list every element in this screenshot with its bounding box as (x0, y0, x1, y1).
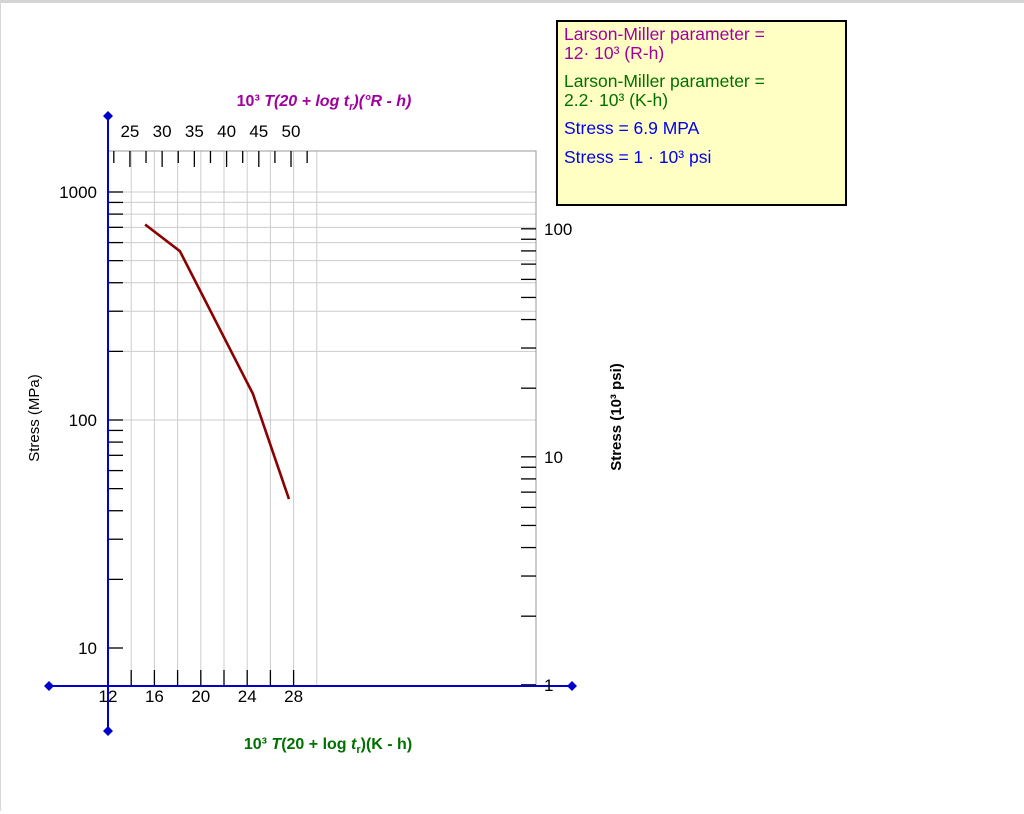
axis-handle-top-icon (103, 111, 113, 121)
x-axis-title-top: 10³ T(20 + log tr)(°R - h) (237, 93, 412, 113)
info-panel: Larson-Miller parameter = 12· 10³ (R-h) … (556, 20, 847, 206)
y-axis-title-right: Stress (10³ psi) (608, 363, 625, 471)
x-bottom-tick-label: 16 (145, 687, 164, 706)
y-left-tick-label: 1000 (59, 183, 97, 202)
y-right-tick-label: 10 (544, 448, 563, 467)
series-line (144, 223, 291, 500)
x-bottom-tick-label: 24 (238, 687, 257, 706)
x-top-tick-label: 45 (249, 122, 268, 141)
axis-handle-right-icon (567, 681, 577, 691)
x-bottom-tick-label: 28 (284, 687, 303, 706)
lm-kh-line1: Larson-Miller parameter = (564, 71, 765, 91)
lm-rh-line2: 12· 10³ (R-h) (564, 43, 665, 63)
stress-mpa: Stress = 6.9 MPA (564, 118, 700, 138)
y-left-tick-label: 100 (69, 411, 97, 430)
y-left-tick-label: 10 (78, 639, 97, 658)
x-bottom-tick-label: 12 (99, 687, 118, 706)
x-top-tick-label: 30 (153, 122, 172, 141)
y-axis-title-left: Stress (MPa) (26, 374, 43, 462)
stress-psi: Stress = 1 · 10³ psi (564, 147, 712, 167)
axis-handle-bottom-icon (103, 726, 113, 736)
x-top-tick-label: 35 (185, 122, 204, 141)
x-axis-title-bottom: 10³ T(20 + log tr)(K - h) (244, 736, 412, 756)
x-top-tick-label: 25 (120, 122, 139, 141)
lm-rh-line1: Larson-Miller parameter = (564, 24, 765, 44)
x-top-tick-label: 50 (282, 122, 301, 141)
y-right-tick-label: 100 (544, 220, 572, 239)
larson-miller-chart: 12 16 20 24 28 25 30 35 40 45 50 10 100 1000 1 10 100 10³… (26, 93, 625, 756)
x-top-tick-label: 40 (217, 122, 236, 141)
lm-kh-line2: 2.2· 10³ (K-h) (564, 90, 669, 110)
y-right-tick-label: 1 (544, 676, 553, 695)
x-bottom-tick-label: 20 (191, 687, 210, 706)
plot-frame (107, 150, 537, 687)
axis-handle-left-icon (44, 681, 54, 691)
